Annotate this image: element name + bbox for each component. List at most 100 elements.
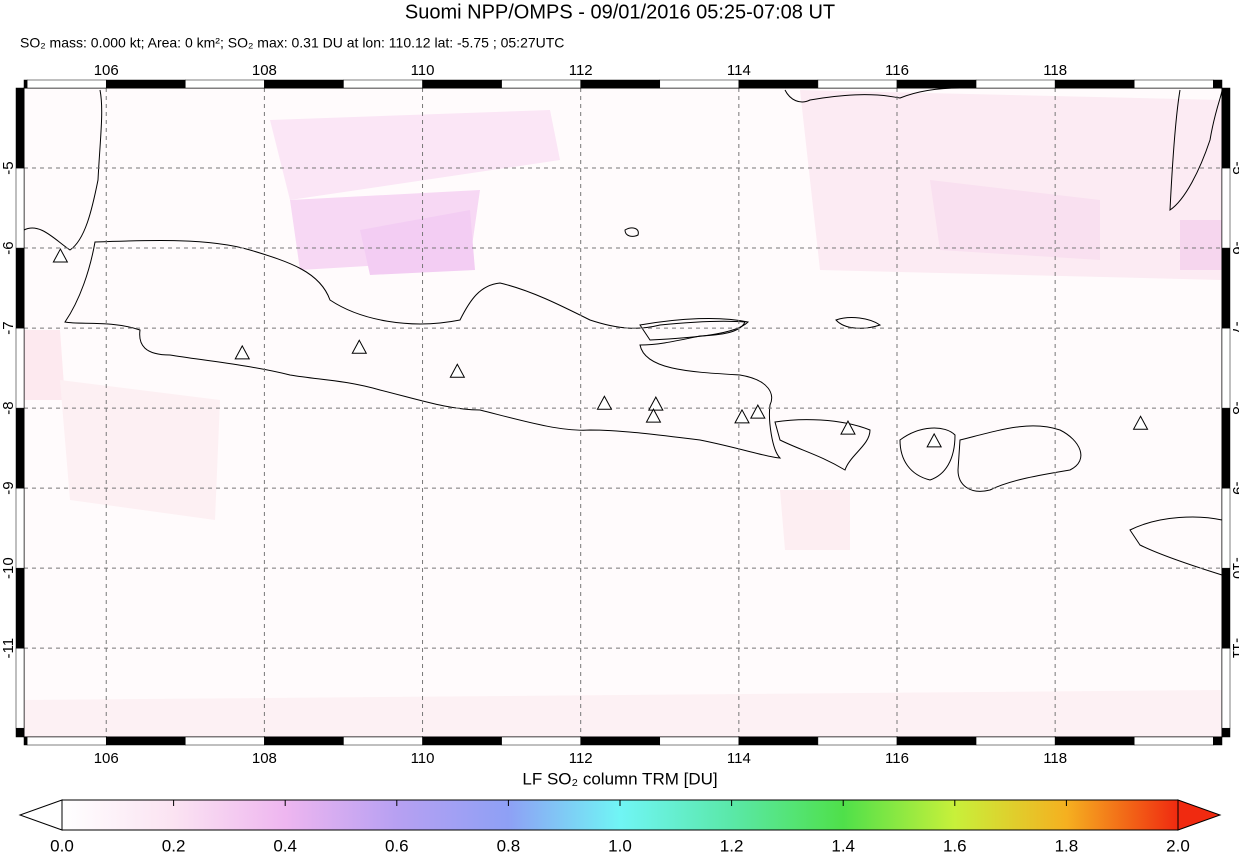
frame-band bbox=[422, 79, 502, 89]
frame-band bbox=[896, 736, 977, 746]
lat-tick-label: -8 bbox=[1229, 401, 1239, 414]
frame-band bbox=[15, 407, 25, 489]
lon-tick-label: 106 bbox=[94, 750, 119, 767]
lon-tick-label: 106 bbox=[94, 62, 119, 79]
volcano-marker bbox=[52, 247, 69, 263]
lon-tick-label: 110 bbox=[411, 750, 435, 767]
lombok-coast bbox=[899, 427, 956, 481]
subtitle: SO₂ mass: 0.000 kt; Area: 0 km²; SO₂ max… bbox=[20, 35, 564, 51]
frame-band bbox=[738, 736, 819, 746]
colorbar-tick-label: 1.4 bbox=[831, 836, 855, 855]
frame-band bbox=[1221, 167, 1231, 249]
volcano-marker bbox=[234, 344, 251, 360]
lon-tick-label: 118 bbox=[1043, 750, 1067, 767]
frame-band bbox=[817, 736, 898, 746]
volcano-marker bbox=[926, 432, 943, 448]
frame-band bbox=[580, 79, 661, 89]
volcano-marker bbox=[449, 363, 466, 378]
borneo-coast bbox=[784, 87, 961, 103]
frame-band bbox=[1054, 736, 1135, 746]
lon-tick-label: 108 bbox=[252, 62, 277, 79]
frame-band bbox=[23, 79, 28, 89]
colorbar-label: LF SO₂ column TRM [DU] bbox=[522, 769, 717, 788]
frame-band bbox=[1221, 487, 1231, 569]
so2-field bbox=[24, 88, 1222, 737]
frame-band bbox=[1221, 647, 1231, 729]
frame-band bbox=[1213, 79, 1223, 89]
frame-band bbox=[738, 79, 819, 89]
colorbar-tick-label: 1.0 bbox=[608, 836, 632, 855]
colorbar-tick-label: 0.8 bbox=[497, 836, 521, 855]
lat-tick-label: -9 bbox=[1229, 481, 1239, 494]
lat-tick-label: -9 bbox=[0, 481, 17, 494]
volcano-marker bbox=[351, 339, 368, 354]
volcano-marker bbox=[1132, 415, 1149, 430]
lat-tick-label: -7 bbox=[0, 321, 17, 334]
frame-band bbox=[501, 79, 581, 89]
frame-band bbox=[343, 736, 423, 746]
frame-band bbox=[896, 79, 977, 89]
lon-tick-label: 118 bbox=[1043, 62, 1067, 79]
frame-band bbox=[1221, 327, 1231, 409]
java-coast bbox=[64, 239, 782, 459]
frame-band bbox=[501, 736, 581, 746]
frame-band bbox=[15, 647, 25, 729]
frame-band bbox=[422, 736, 502, 746]
title: Suomi NPP/OMPS - 09/01/2016 05:25-07:08 … bbox=[405, 1, 835, 23]
colorbar-tick-label: 1.2 bbox=[720, 836, 744, 855]
lon-tick-label: 116 bbox=[885, 62, 909, 79]
frame-band bbox=[264, 79, 344, 89]
colorbar-tick-label: 0.4 bbox=[273, 836, 297, 855]
lat-tick-label: -10 bbox=[0, 557, 17, 579]
colorbar-under bbox=[18, 799, 63, 831]
colorbar-over bbox=[1177, 799, 1222, 831]
volcano-marker bbox=[749, 404, 766, 419]
frame-band bbox=[1133, 79, 1214, 89]
frame-band bbox=[1213, 736, 1223, 746]
frame-band bbox=[1221, 727, 1231, 738]
lat-tick-label: -5 bbox=[0, 161, 17, 174]
colorbar-tick-label: 0.6 bbox=[385, 836, 409, 855]
frame-band bbox=[26, 79, 107, 89]
volcano-marker bbox=[840, 420, 856, 435]
lon-tick-label: 112 bbox=[569, 750, 593, 767]
frame-band bbox=[1054, 79, 1135, 89]
sumbawa-coast bbox=[957, 425, 1082, 492]
lat-tick-label: -7 bbox=[1229, 321, 1239, 334]
lon-tick-label: 110 bbox=[411, 62, 435, 79]
frame-band bbox=[1221, 567, 1231, 649]
volcano-marker bbox=[734, 408, 750, 424]
frame-band bbox=[1133, 736, 1214, 746]
frame-band bbox=[15, 247, 25, 329]
lat-tick-label: -11 bbox=[1229, 638, 1239, 659]
lat-tick-label: -11 bbox=[0, 638, 17, 659]
lat-tick-label: -6 bbox=[0, 241, 17, 254]
frame-band bbox=[580, 736, 661, 746]
volcano-marker bbox=[596, 395, 613, 410]
lat-tick-label: -10 bbox=[1229, 557, 1239, 579]
frame-band bbox=[26, 736, 107, 746]
frame-band bbox=[1221, 247, 1231, 329]
lat-tick-label: -5 bbox=[1229, 161, 1239, 174]
frame-band bbox=[817, 79, 898, 89]
sumatra-coast bbox=[23, 89, 103, 251]
lat-tick-label: -8 bbox=[0, 401, 17, 414]
colorbar-tick-label: 2.0 bbox=[1166, 836, 1190, 855]
colorbar-tick-label: 0.2 bbox=[162, 836, 186, 855]
lat-tick-label: -6 bbox=[1229, 241, 1239, 254]
frame-band bbox=[975, 79, 1056, 89]
frame-band bbox=[975, 736, 1056, 746]
frame-band bbox=[185, 79, 265, 89]
frame-band bbox=[1221, 87, 1231, 169]
frame-band bbox=[105, 736, 186, 746]
frame-band bbox=[15, 167, 25, 249]
lon-tick-label: 116 bbox=[885, 750, 909, 767]
frame-band bbox=[1221, 407, 1231, 489]
frame-band bbox=[659, 79, 740, 89]
bali-coast bbox=[774, 419, 871, 471]
madura-coast bbox=[639, 317, 750, 341]
colorbar-tick-label: 1.8 bbox=[1055, 836, 1079, 855]
lon-tick-label: 114 bbox=[727, 750, 751, 767]
frame-band bbox=[15, 487, 25, 569]
